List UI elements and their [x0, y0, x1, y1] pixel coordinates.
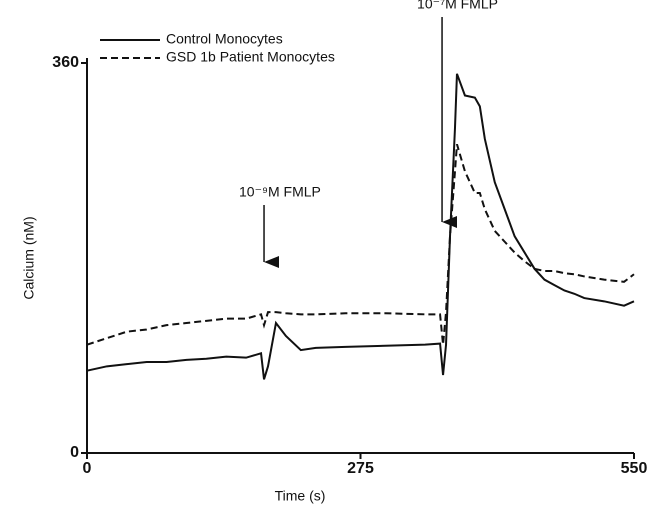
legend-label: Control Monocytes	[166, 31, 283, 47]
series-line	[86, 143, 635, 346]
x-axis-label: Time (s)	[275, 488, 326, 504]
annotation: 10⁻⁷M FMLP	[417, 0, 498, 12]
series-line	[86, 73, 635, 380]
x-tick-label: 0	[83, 460, 92, 477]
x-tick-label: 275	[347, 460, 374, 477]
y-axis-label: Calcium (nM)	[21, 216, 37, 299]
legend-label: GSD 1b Patient Monocytes	[166, 49, 335, 65]
annotation: 10⁻⁹M FMLP	[239, 184, 321, 200]
y-tick-label: 0	[70, 444, 79, 461]
y-tick-label: 360	[52, 54, 79, 71]
x-tick-label: 550	[621, 460, 648, 477]
